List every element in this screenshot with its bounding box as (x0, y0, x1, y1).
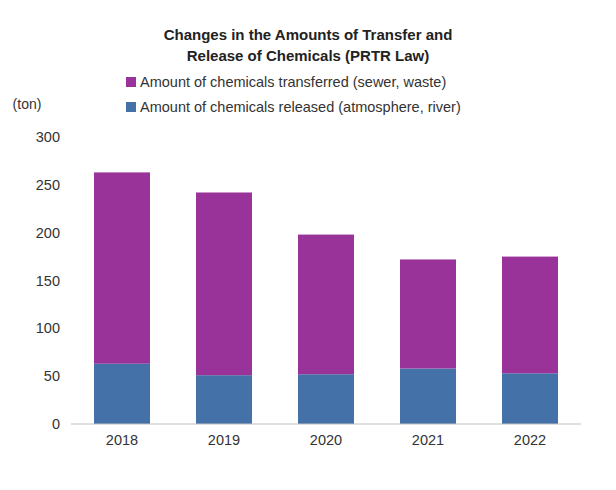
y-tick-label: 150 (36, 273, 60, 289)
chart: Changes in the Amounts of Transfer and Re… (0, 0, 616, 490)
y-tick-label: 50 (44, 368, 60, 384)
bar (502, 257, 558, 374)
y-tick-label: 200 (36, 225, 60, 241)
title: Release of Chemicals (PRTR Law) (187, 47, 430, 64)
y-tick-label: 300 (36, 129, 60, 145)
bar (196, 375, 252, 424)
x-tick-label: 2018 (106, 432, 138, 448)
tick-mark (70, 184, 71, 185)
x-tick-label: 2020 (310, 432, 342, 448)
bar (502, 373, 558, 424)
tick-mark (70, 376, 71, 377)
tick-mark (70, 328, 71, 329)
y-tick-label: 0 (52, 416, 60, 432)
bar (94, 172, 150, 363)
bars (94, 172, 558, 424)
x-tick-label: 2019 (208, 432, 240, 448)
bar (298, 374, 354, 424)
bar (400, 369, 456, 424)
bar (94, 364, 150, 424)
x-axis (71, 424, 581, 425)
x-tick-label: 2021 (412, 432, 444, 448)
bar (196, 192, 252, 375)
tick-mark (70, 280, 71, 281)
legend-swatch (126, 77, 136, 87)
x-tick-label: 2022 (514, 432, 546, 448)
tick-mark (70, 424, 71, 425)
y-axis-label: (ton) (13, 96, 42, 112)
legend-label: Amount of chemicals transferred (sewer, … (140, 74, 446, 90)
legend-swatch (126, 102, 136, 112)
tick-mark (70, 232, 71, 233)
legend-label: Amount of chemicals released (atmosphere… (140, 99, 461, 115)
y-tick-label: 250 (36, 177, 60, 193)
bar (400, 259, 456, 368)
y-tick-label: 100 (36, 320, 60, 336)
bar (298, 235, 354, 375)
title: Changes in the Amounts of Transfer and (164, 26, 453, 43)
tick-mark (70, 137, 71, 138)
